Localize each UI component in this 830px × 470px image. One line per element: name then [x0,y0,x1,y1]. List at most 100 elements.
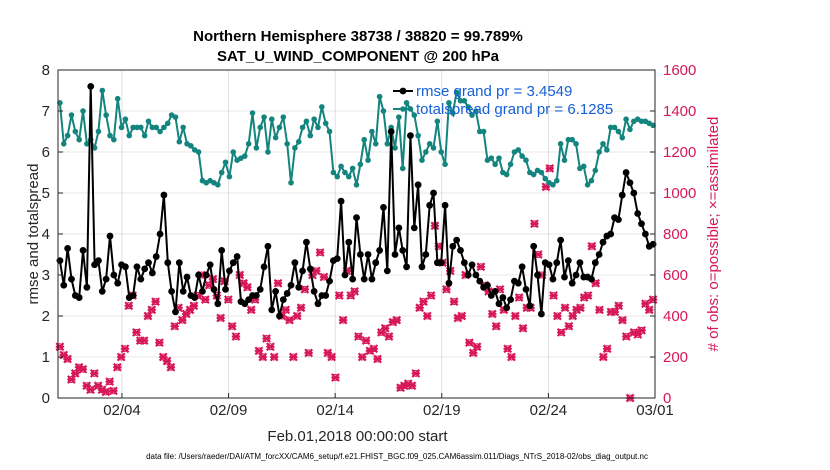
obs-assimilated-point [166,362,176,372]
chart-title-line-2: SAT_U_WIND_COMPONENT @ 200 hPa [217,48,500,65]
totalspread-point [111,136,117,143]
totalspread-point [372,141,379,147]
totalspread-point [249,110,256,116]
totalspread-point [134,124,140,131]
obs-assimilated-point [510,311,520,321]
rmse-point [364,251,372,258]
rmse-point [399,247,407,254]
obs-assimilated-point [472,342,482,352]
obs-assimilated-point [457,311,467,321]
rmse-point [495,300,503,308]
rmse-point [341,271,349,279]
rmse-point [345,238,353,246]
obs-assimilated-point [235,270,245,280]
rmse-point [272,288,280,295]
rmse-point [349,275,357,283]
totalspread-point [488,155,495,161]
totalspread-point [473,108,479,114]
x-tick-label: 02/09 [210,402,248,419]
rmse-point [225,267,233,275]
rmse-point [283,290,291,297]
totalspread-point [64,132,71,139]
obs-assimilated-point [243,282,252,292]
right-y-tick-label: 0 [663,390,671,407]
right-y-tick-label: 200 [663,349,688,366]
rmse-point [372,259,380,267]
obs-assimilated-point [262,334,271,343]
rmse-point [310,288,318,295]
right-y-tick-label: 1000 [663,185,696,202]
totalspread-point [615,128,622,135]
totalspread-point [107,132,113,139]
rmse-point [303,238,310,246]
left-y-tick-label: 0 [42,390,50,407]
rmse-point [607,230,615,238]
obs-assimilated-point [644,305,654,315]
rmse-point [322,292,330,299]
totalspread-point [164,120,171,127]
obs-assimilated-point [70,369,80,378]
totalspread-point [342,169,348,176]
totalspread-point [607,124,614,131]
obs-assimilated-point [545,164,555,173]
totalspread-point [334,173,341,180]
obs-assimilated-point [300,284,310,294]
rmse-point [395,224,403,232]
totalspread-point [245,141,252,147]
obs-assimilated-point [200,295,210,304]
totalspread-point [84,141,90,147]
totalspread-point [380,108,387,114]
rmse-point [557,236,565,244]
rmse-point [114,279,122,287]
totalspread-point [122,116,129,122]
totalspread-point [588,177,595,184]
obs-assimilated-point [269,352,279,362]
totalspread-point [272,134,279,141]
rmse-point [229,259,237,267]
totalspread-point [188,143,194,149]
obs-assimilated-point [231,332,241,341]
totalspread-point [268,116,275,122]
totalspread-point [315,124,321,131]
rmse-point [264,242,272,250]
rmse-point [468,261,476,269]
totalspread-point [72,128,79,135]
rmse-point [518,263,526,271]
totalspread-point [299,124,306,131]
obs-assimilated-point [361,336,371,345]
totalspread-point [361,136,368,143]
obs-assimilated-point [487,309,497,319]
totalspread-point [515,147,522,153]
rmse-point [60,281,68,289]
obs-assimilated-point [595,305,604,315]
rmse-point [218,247,226,254]
rmse-point [122,263,129,271]
rmse-point [295,283,303,291]
totalspread-point [288,179,294,186]
obs-assimilated-point [442,284,451,294]
obs-assimilated-point [216,313,226,323]
rmse-point [214,300,222,308]
obs-assimilated-point [602,344,612,354]
totalspread-point [215,182,221,188]
obs-assimilated-point [132,328,141,337]
obs-assimilated-point [86,385,95,395]
rmse-point [164,259,172,267]
rmse-point [183,273,191,281]
left-y-axis-label: rmse and totalspread [25,164,42,305]
rmse-point [507,296,514,303]
totalspread-point [80,108,86,114]
obs-assimilated-point [67,375,76,384]
obs-assimilated-point [334,291,344,300]
rmse-point [403,263,410,271]
rmse-point [314,300,322,308]
totalspread-point [242,153,248,159]
totalspread-point [338,163,344,170]
rmse-point [276,312,283,320]
totalspread-point [403,100,410,106]
rmse-point [630,189,638,197]
totalspread-point [280,114,287,120]
obs-assimilated-point [266,342,275,352]
totalspread-point [103,112,109,118]
obs-assimilated-point [350,287,359,296]
